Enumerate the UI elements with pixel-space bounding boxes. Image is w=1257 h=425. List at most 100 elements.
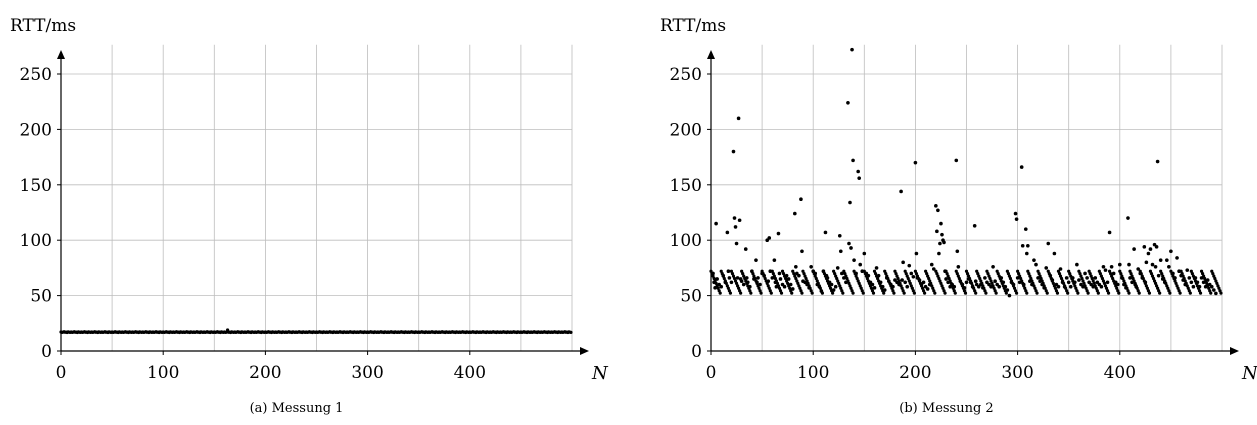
- data-point: [1177, 269, 1181, 274]
- data-point: [966, 277, 971, 281]
- data-point: [1205, 278, 1210, 282]
- data-point: [952, 284, 957, 289]
- data-point: [955, 272, 959, 276]
- data-point: [770, 276, 775, 280]
- data-point: [1107, 269, 1112, 273]
- data-point: [792, 272, 796, 276]
- data-point: [1173, 279, 1177, 283]
- data-point: [1146, 289, 1151, 293]
- data-point: [859, 286, 863, 290]
- data-point: [766, 284, 770, 288]
- data-point: [895, 274, 899, 278]
- data-point: [1020, 243, 1025, 248]
- data-point: [735, 284, 740, 288]
- data-point: [823, 230, 828, 235]
- y-tick-label: 150: [20, 176, 52, 196]
- data-point: [1118, 262, 1122, 267]
- data-point: [843, 272, 847, 276]
- data-point: [883, 269, 887, 273]
- data-point: [729, 269, 734, 273]
- data-point: [1086, 291, 1090, 295]
- data-point: [835, 266, 840, 270]
- data-point: [1105, 280, 1110, 285]
- data-point: [979, 282, 983, 287]
- data-point: [833, 284, 838, 289]
- data-point: [1012, 286, 1017, 290]
- data-point: [1144, 284, 1148, 288]
- data-point: [1107, 230, 1112, 235]
- data-point: [901, 289, 905, 293]
- data-point: [993, 279, 997, 283]
- data-point: [1146, 251, 1151, 256]
- y-tick-label: 0: [41, 342, 52, 362]
- data-point: [906, 276, 910, 281]
- data-point: [805, 282, 809, 287]
- data-point: [1169, 269, 1173, 273]
- data-point: [903, 280, 907, 285]
- data-point: [769, 291, 773, 295]
- data-point: [1176, 286, 1180, 290]
- y-tick-label: 50: [30, 287, 52, 307]
- data-point: [989, 279, 993, 283]
- data-point: [1173, 276, 1177, 280]
- panel-caption: (b) Messung 2: [899, 401, 993, 416]
- data-point: [1070, 276, 1075, 280]
- data-point: [741, 272, 745, 276]
- data-point: [1084, 286, 1088, 290]
- data-point: [813, 271, 818, 276]
- data-point: [1036, 276, 1040, 280]
- data-point: [1051, 281, 1055, 286]
- data-point: [767, 286, 771, 290]
- data-point: [896, 276, 900, 281]
- data-point: [1005, 269, 1009, 273]
- data-point: [941, 286, 945, 290]
- data-point: [1151, 276, 1156, 281]
- data-point: [1203, 276, 1207, 281]
- data-point: [1159, 269, 1163, 273]
- data-point: [887, 279, 891, 283]
- data-point: [742, 274, 746, 278]
- data-point: [899, 189, 903, 194]
- data-point: [790, 291, 794, 295]
- data-point: [725, 284, 729, 288]
- data-point: [858, 262, 863, 267]
- data-point: [978, 276, 982, 281]
- data-point: [954, 158, 959, 163]
- data-point: [777, 286, 782, 290]
- data-point: [1165, 284, 1169, 288]
- data-point: [1211, 272, 1215, 276]
- data-point: [847, 281, 851, 286]
- data-point: [1186, 286, 1190, 290]
- data-point: [781, 272, 786, 276]
- data-point: [1073, 284, 1077, 288]
- data-point: [913, 269, 918, 273]
- data-point: [1040, 282, 1044, 287]
- data-point: [1024, 251, 1029, 256]
- data-point: [1073, 280, 1077, 285]
- data-point: [905, 274, 909, 278]
- data-point: [778, 289, 783, 293]
- data-point: [839, 286, 843, 290]
- data-point: [874, 266, 879, 270]
- data-point: [798, 286, 802, 290]
- data-point: [716, 286, 720, 290]
- data-point: [1187, 276, 1192, 280]
- data-point: [860, 289, 864, 293]
- data-point: [925, 272, 929, 276]
- data-point: [862, 251, 867, 256]
- data-point: [1189, 269, 1193, 273]
- data-point: [1085, 276, 1089, 280]
- data-point: [1074, 286, 1078, 290]
- data-point: [1136, 267, 1140, 271]
- data-point: [975, 269, 979, 273]
- data-point: [1092, 281, 1096, 286]
- data-point: [727, 276, 732, 280]
- data-point: [931, 286, 935, 290]
- data-point: [793, 274, 797, 278]
- data-point: [709, 269, 713, 273]
- data-point: [952, 289, 956, 293]
- data-point: [932, 289, 936, 293]
- data-point: [779, 291, 784, 295]
- data-point: [891, 284, 895, 289]
- data-point: [844, 280, 848, 285]
